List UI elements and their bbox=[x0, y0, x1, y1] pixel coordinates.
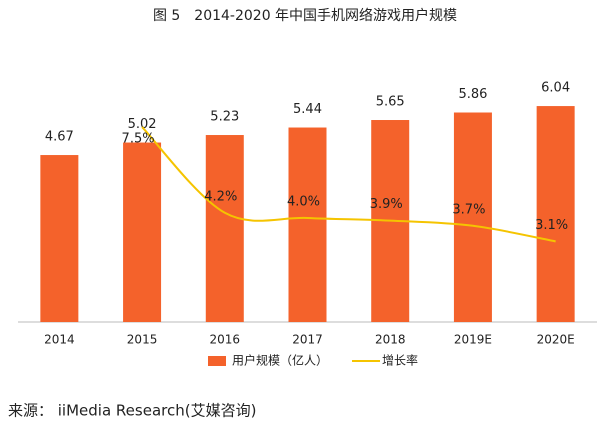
line-value-label: 4.0% bbox=[287, 195, 320, 210]
line-value-label: 3.7% bbox=[452, 202, 485, 217]
bar-value-label: 5.23 bbox=[210, 110, 239, 125]
bar-value-label: 5.65 bbox=[376, 95, 405, 110]
bar bbox=[40, 155, 79, 322]
legend-label: 增长率 bbox=[382, 353, 418, 368]
chart-title: 图 5 2014-2020 年中国手机网络游戏用户规模 bbox=[153, 7, 457, 24]
bar bbox=[536, 106, 575, 322]
x-tick-label: 2018 bbox=[375, 333, 406, 347]
bar-value-label: 5.44 bbox=[293, 102, 322, 117]
bar-value-label: 5.86 bbox=[458, 87, 487, 102]
bar bbox=[453, 112, 492, 322]
line-value-label: 3.1% bbox=[535, 218, 568, 233]
x-tick-label: 2016 bbox=[210, 333, 241, 347]
x-tick-label: 2019E bbox=[454, 333, 492, 347]
bar-value-label: 4.67 bbox=[45, 130, 74, 145]
x-tick-label: 2015 bbox=[127, 333, 158, 347]
legend-label: 用户规模（亿人） bbox=[232, 353, 328, 368]
x-tick-label: 2014 bbox=[44, 333, 75, 347]
source-note: 来源： iiMedia Research(艾媒咨询) bbox=[8, 402, 256, 420]
legend-swatch bbox=[208, 356, 226, 366]
growth-line bbox=[141, 126, 556, 243]
bar bbox=[288, 127, 327, 323]
line-value-label: 3.9% bbox=[370, 197, 403, 212]
x-tick-label: 2020E bbox=[537, 333, 575, 347]
bar-value-label: 6.04 bbox=[541, 81, 570, 96]
x-tick-label: 2017 bbox=[292, 333, 323, 347]
bar-value-label: 5.02 bbox=[128, 117, 157, 132]
line-value-label: 7.5% bbox=[122, 132, 155, 147]
line-value-label: 4.2% bbox=[204, 189, 237, 204]
bar bbox=[123, 142, 162, 322]
bar bbox=[205, 135, 244, 322]
